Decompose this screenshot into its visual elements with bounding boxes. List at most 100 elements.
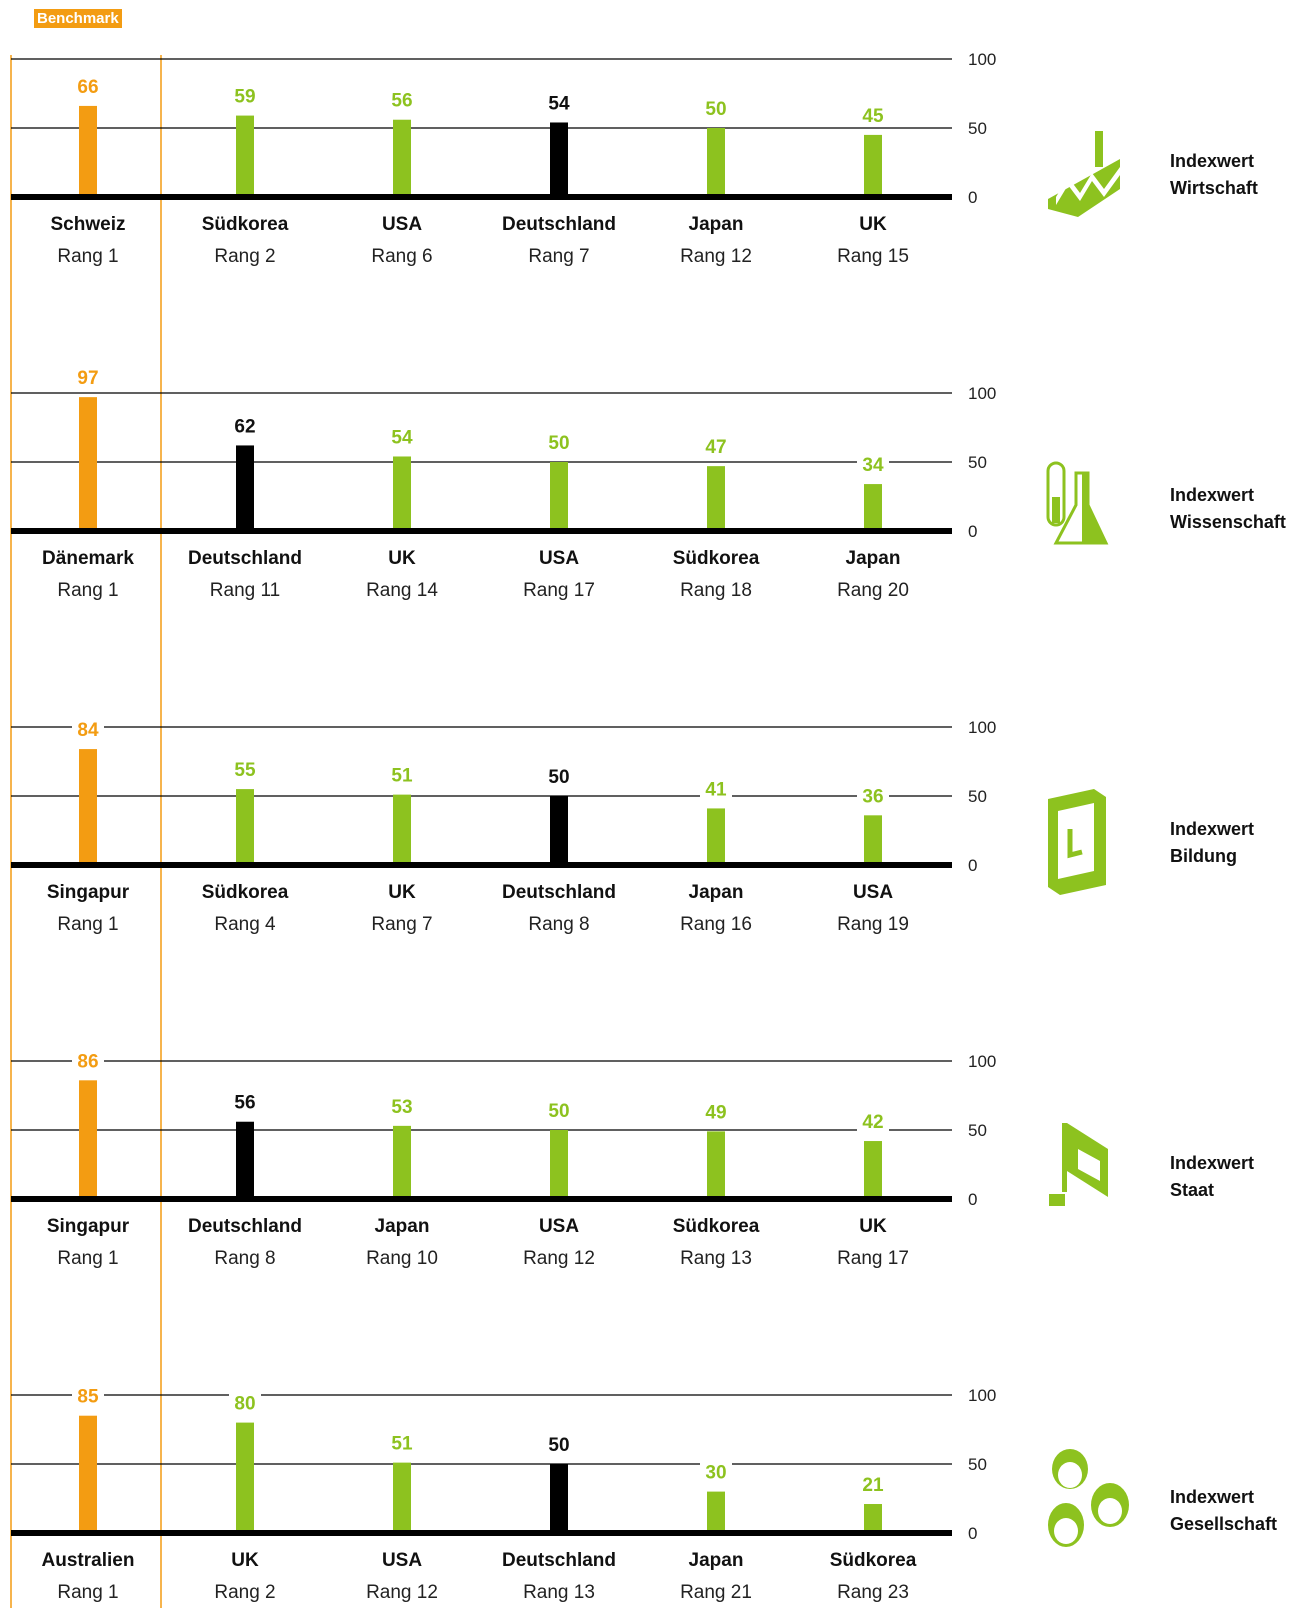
bar-4 (550, 796, 568, 865)
value-label-bg (857, 454, 889, 476)
country-label: Südkorea (202, 214, 289, 235)
country-label: Deutschland (502, 1550, 616, 1571)
value-label: 34 (862, 455, 884, 476)
country-label: UK (388, 548, 416, 569)
value-label: 50 (548, 767, 569, 788)
bar-4 (550, 122, 568, 197)
bar-1 (79, 1415, 97, 1533)
value-label-bg (72, 1050, 104, 1072)
rank-label: Rang 7 (371, 914, 432, 935)
country-label: Japan (375, 1216, 430, 1237)
person-face-1 (1058, 1462, 1082, 1488)
panel-title-line: Indexwert (1170, 1487, 1254, 1507)
value-label-bg (72, 367, 104, 389)
country-label: Japan (846, 548, 901, 569)
bar-3 (393, 1125, 411, 1199)
value-label: 41 (705, 779, 727, 800)
bar-3 (393, 1462, 411, 1533)
y-tick-label: 100 (968, 718, 996, 737)
value-label: 50 (548, 1435, 569, 1456)
value-label: 47 (705, 437, 726, 458)
country-label: USA (382, 214, 422, 235)
bar-1 (79, 397, 97, 531)
value-label-bg (229, 85, 261, 107)
bar-3 (393, 794, 411, 865)
rank-label: Rang 14 (366, 580, 438, 601)
note-flag-inner (1078, 1149, 1100, 1181)
value-label-bg (857, 1474, 889, 1496)
bar-2 (236, 1422, 254, 1533)
y-tick-label: 100 (968, 1386, 996, 1405)
rank-label: Rang 12 (523, 1248, 595, 1269)
factory-chimney (1095, 131, 1103, 167)
value-label-bg (386, 89, 418, 111)
country-label: Singapur (47, 1216, 130, 1237)
value-label: 85 (77, 1387, 99, 1408)
rank-label: Rang 17 (837, 1248, 909, 1269)
panel-title-line: Wissenschaft (1170, 512, 1286, 532)
value-label-bg (72, 75, 104, 97)
rank-label: Rang 12 (366, 1582, 438, 1603)
value-label: 50 (548, 433, 569, 454)
rank-label: Rang 16 (680, 914, 752, 935)
country-label: Deutschland (502, 214, 616, 235)
country-label: UK (859, 214, 887, 235)
bar-6 (864, 1141, 882, 1199)
baseline (11, 194, 952, 200)
test-tube (1046, 461, 1066, 527)
baseline (11, 528, 952, 534)
value-label: 80 (234, 1394, 255, 1415)
bar-2 (236, 1121, 254, 1199)
y-tick-label: 0 (968, 188, 977, 207)
country-label: USA (539, 548, 579, 569)
bar-1 (79, 1080, 97, 1199)
bar-4 (550, 1464, 568, 1533)
baseline (11, 1196, 952, 1202)
y-tick-label: 50 (968, 453, 987, 472)
y-tick-label: 0 (968, 522, 977, 541)
bar-1 (79, 749, 97, 865)
bar-1 (79, 105, 97, 197)
value-label: 56 (234, 1093, 255, 1114)
test-tube-liquid (1052, 497, 1060, 523)
value-label-bg (700, 1101, 732, 1123)
value-label-bg (700, 436, 732, 458)
y-tick-label: 0 (968, 856, 977, 875)
factory-roof (1056, 167, 1120, 205)
panel-title-line: Wirtschaft (1170, 178, 1258, 198)
country-label: UK (859, 1216, 887, 1237)
person-face-3 (1098, 1498, 1122, 1524)
country-label: Schweiz (51, 214, 126, 235)
chart-panel: 86 56 53 50 49 42 100 50 0 Singapur Rang 1 Deutschl… (11, 1050, 1254, 1269)
rank-label: Rang 1 (57, 246, 118, 267)
value-label: 50 (705, 99, 726, 120)
baseline (11, 862, 952, 868)
book-label (1058, 803, 1094, 879)
y-tick-label: 0 (968, 1524, 977, 1543)
bar-6 (864, 484, 882, 531)
rank-label: Rang 20 (837, 580, 909, 601)
value-label: 50 (548, 1101, 569, 1122)
rank-label: Rang 2 (214, 246, 275, 267)
note-head (1047, 1192, 1067, 1208)
country-label: Japan (689, 882, 744, 903)
y-tick-label: 100 (968, 1052, 996, 1071)
y-tick-label: 100 (968, 384, 996, 403)
value-label: 84 (77, 720, 99, 741)
bar-4 (550, 462, 568, 531)
value-label: 59 (234, 87, 255, 108)
rank-label: Rang 23 (837, 1582, 909, 1603)
value-label-bg (72, 719, 104, 741)
value-label-bg (543, 1100, 575, 1121)
value-label-bg (386, 764, 418, 786)
value-label-bg (543, 432, 575, 453)
value-label: 42 (862, 1112, 883, 1133)
book-letter (1067, 829, 1083, 859)
chart-panel: 97 62 54 50 47 34 100 50 0 Dänemark Rang 1 Deutschl… (11, 367, 1286, 601)
rank-label: Rang 21 (680, 1582, 752, 1603)
rank-label: Rang 18 (680, 580, 752, 601)
rank-label: Rang 8 (214, 1248, 275, 1269)
person-face-2 (1054, 1518, 1078, 1544)
music-note-flag-icon (1047, 1123, 1108, 1208)
